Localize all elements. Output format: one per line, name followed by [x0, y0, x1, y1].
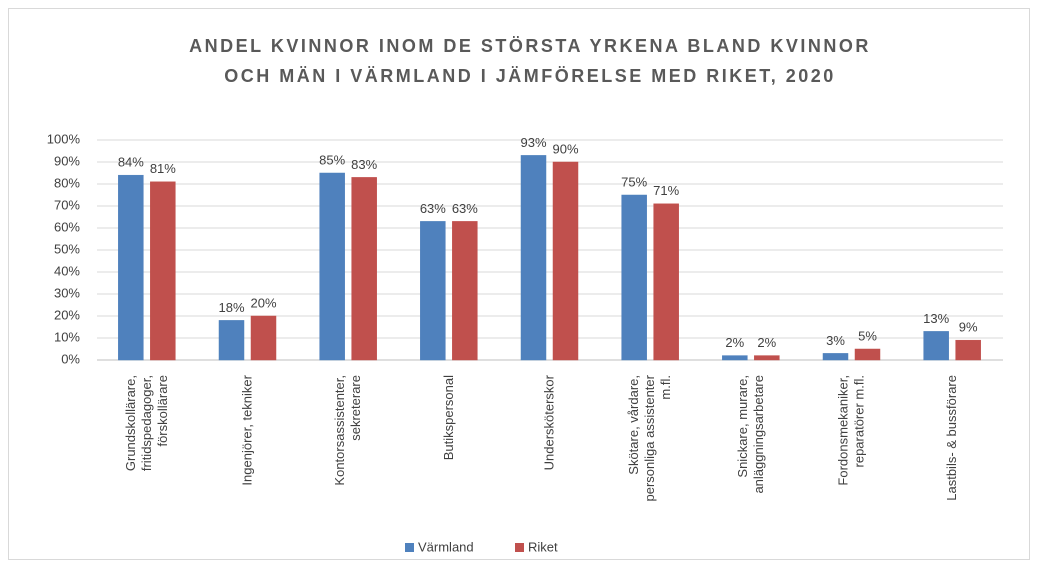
legend-label: Riket [528, 539, 558, 554]
y-tick-label: 100% [47, 131, 81, 146]
data-label: 3% [826, 333, 845, 348]
bar [955, 339, 981, 361]
x-tick-label: Grundskollärare, [123, 375, 138, 471]
x-tick-label: Fordonsmekaniker, [835, 375, 850, 486]
x-tick-label: reparatörer m.fl. [851, 375, 866, 467]
data-label: 63% [420, 201, 446, 216]
bar [520, 155, 547, 361]
data-label: 2% [757, 335, 776, 350]
y-tick-label: 80% [54, 175, 80, 190]
data-label: 83% [351, 157, 377, 172]
bar [420, 221, 446, 361]
bar [754, 355, 780, 361]
data-label: 93% [520, 135, 546, 150]
y-tick-label: 70% [54, 197, 80, 212]
bar [452, 221, 478, 361]
x-tick-label: Ingenjörer, tekniker [239, 374, 254, 485]
legend-swatch [405, 543, 414, 552]
data-label: 5% [858, 328, 877, 343]
legend-label: Värmland [418, 539, 474, 554]
data-label: 75% [621, 174, 647, 189]
x-tick-label: Undersköterskor [541, 374, 556, 470]
bar [218, 320, 245, 361]
data-label: 81% [150, 161, 176, 176]
data-label: 9% [959, 320, 978, 335]
y-tick-label: 20% [54, 307, 80, 322]
data-label: 13% [923, 311, 949, 326]
data-label: 63% [452, 201, 478, 216]
x-tick-label: Butikspersonal [441, 375, 456, 460]
x-tick-label: Snickare, murare, [735, 375, 750, 478]
bar [552, 161, 579, 361]
bar [150, 181, 176, 361]
x-tick-label: anläggningsarbetare [751, 375, 766, 494]
bar [319, 172, 345, 361]
legend-swatch [515, 543, 524, 552]
bar [250, 315, 277, 361]
chart-border [8, 8, 1030, 560]
y-tick-label: 90% [54, 153, 80, 168]
x-tick-label: Skötare, vårdare, [626, 375, 641, 475]
chart-title: ANDEL KVINNOR INOM DE STÖRSTA YRKENA BLA… [189, 36, 871, 56]
x-tick-label: m.fl. [658, 375, 673, 400]
y-tick-label: 10% [54, 329, 80, 344]
bar [118, 174, 144, 361]
data-label: 85% [319, 152, 345, 167]
bar [822, 353, 849, 361]
bar [621, 194, 647, 361]
y-tick-label: 60% [54, 219, 80, 234]
x-tick-label: förskollärare [155, 375, 170, 447]
x-tick-label: personliga assistenter [642, 374, 657, 501]
data-label: 18% [218, 300, 244, 315]
bar [854, 348, 881, 361]
bar [351, 177, 377, 361]
y-tick-label: 50% [54, 241, 80, 256]
y-tick-label: 30% [54, 285, 80, 300]
x-tick-label: sekreterare [348, 375, 363, 441]
x-tick-label: fritidspedagoger, [139, 375, 154, 471]
x-tick-label: Kontorsassistenter, [332, 375, 347, 486]
bar [653, 203, 679, 361]
y-tick-label: 40% [54, 263, 80, 278]
data-label: 2% [725, 335, 744, 350]
chart-title: OCH MÄN I VÄRMLAND I JÄMFÖRELSE MED RIKE… [224, 66, 836, 86]
data-label: 71% [653, 183, 679, 198]
data-label: 20% [250, 295, 276, 310]
bar [722, 355, 748, 361]
data-label: 90% [552, 141, 578, 156]
x-tick-label: Lastbils- & bussförare [944, 375, 959, 501]
y-tick-label: 0% [61, 351, 80, 366]
data-label: 84% [118, 155, 144, 170]
bar [923, 331, 949, 361]
